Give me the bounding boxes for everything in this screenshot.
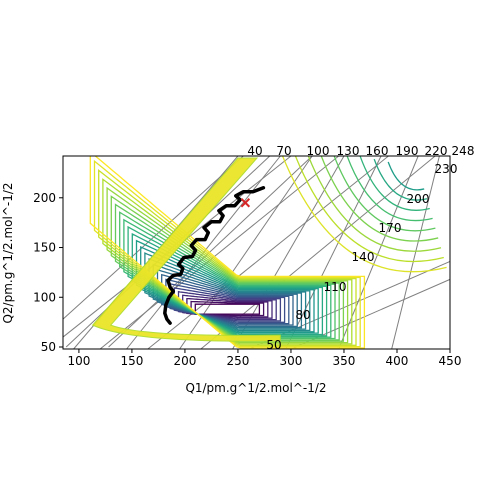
x-axis-label: Q1/pm.g^1/2.mol^-1/2: [185, 381, 326, 395]
top-axis-label: 220: [425, 144, 448, 158]
x-tick-label: 350: [333, 354, 356, 368]
right-axis-label: 200: [407, 192, 430, 206]
right-axis-label: 140: [352, 250, 375, 264]
start-marker: [240, 198, 251, 208]
contour-line: [346, 156, 433, 222]
grid-oblique-line: [62, 155, 244, 320]
contour-line: [281, 156, 447, 273]
marker-stroke: [240, 198, 251, 208]
top-axis-label: 248: [452, 144, 475, 158]
right-axis-label: 50: [266, 338, 281, 352]
x-tick-label: 100: [67, 354, 90, 368]
trajectory-path: [163, 186, 266, 325]
axis-ticks: 100 150 200 250 300 350 400 450 50 100 150 200: [33, 191, 461, 368]
top-axis-label: 130: [337, 144, 360, 158]
x-tick-label: 400: [386, 354, 409, 368]
y-axis-label: Q2/pm.g^1/2.mol^-1/2: [1, 182, 15, 323]
contour-outer-band: [91, 157, 281, 342]
x-tick-label: 200: [173, 354, 196, 368]
x-tick-label: 150: [120, 354, 143, 368]
contour-lines: [89, 156, 447, 349]
contour-line: [373, 158, 428, 201]
right-axis-label: 230: [435, 162, 458, 176]
y-tick-label: 150: [33, 241, 56, 255]
right-axis-label: 170: [379, 221, 402, 235]
grid-oblique-line: [391, 155, 440, 350]
contour-line: [320, 156, 439, 242]
contour-line: [333, 156, 436, 232]
contour-line: [359, 156, 430, 211]
y-tick-label: 100: [33, 290, 56, 304]
x-tick-label: 450: [439, 354, 462, 368]
grid-oblique-line: [147, 155, 389, 350]
top-axis-label: 40: [247, 144, 262, 158]
trajectory-layer: [163, 186, 266, 325]
top-axis-label: 160: [366, 144, 389, 158]
x-tick-label: 300: [280, 354, 303, 368]
top-axis-label: 100: [307, 144, 330, 158]
contour-line: [387, 161, 425, 191]
axes-frame: [62, 155, 451, 350]
y-tick-label: 50: [41, 340, 56, 354]
grid-oblique-line: [99, 155, 339, 350]
right-axis-label: 80: [295, 308, 310, 322]
right-axis-label: 110: [324, 280, 347, 294]
x-tick-label: 250: [226, 354, 249, 368]
top-axis-label: 70: [276, 144, 291, 158]
plot-frame: [62, 155, 451, 350]
contour-line: [294, 156, 444, 262]
top-axis-label: 190: [396, 144, 419, 158]
y-tick-label: 200: [33, 191, 56, 205]
contour-line: [307, 156, 442, 252]
oblique-axis-labels: 40 70 100 130 160 190 220 248 50 80 110 140 170 200 23…: [247, 144, 474, 352]
